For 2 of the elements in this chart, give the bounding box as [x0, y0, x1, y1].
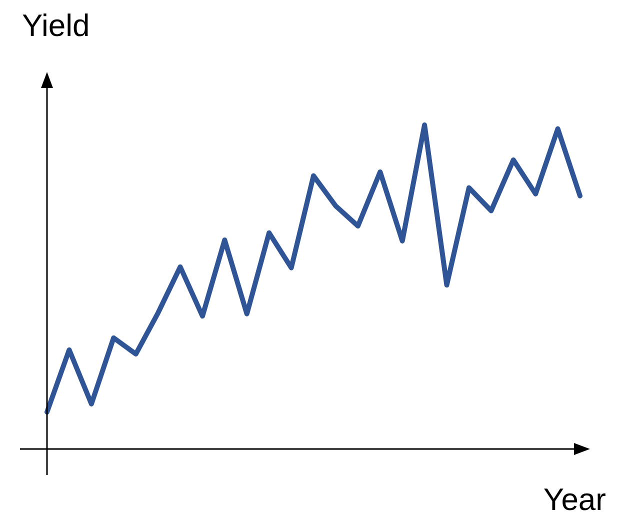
y-axis-title: Yield [22, 8, 90, 44]
x-axis-title: Year [543, 482, 606, 518]
